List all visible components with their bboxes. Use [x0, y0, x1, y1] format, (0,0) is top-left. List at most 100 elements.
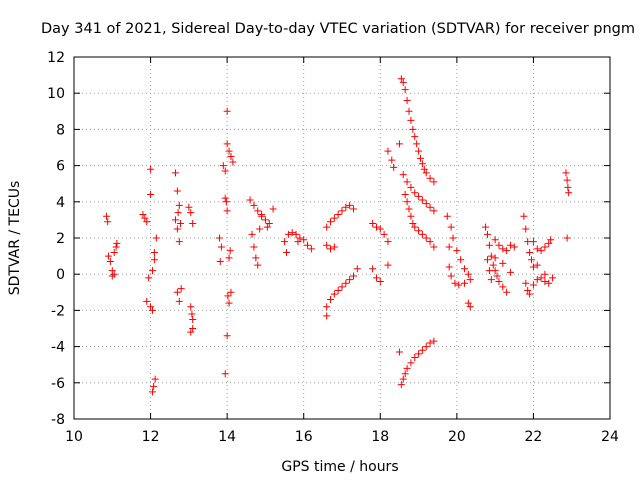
data-point [520, 212, 528, 220]
data-point [464, 299, 472, 307]
data-point [215, 234, 223, 242]
data-point [510, 243, 518, 251]
data-point [227, 153, 235, 161]
data-point [223, 140, 231, 148]
y-tick-label: 6 [56, 159, 65, 175]
data-point [147, 191, 155, 199]
data-point [415, 147, 423, 155]
data-point [537, 274, 545, 282]
data-point [529, 263, 537, 271]
data-point [418, 160, 426, 168]
data-point [263, 223, 271, 231]
data-point [489, 261, 497, 269]
data-point [112, 243, 120, 251]
data-point [222, 198, 230, 206]
data-point [258, 212, 266, 220]
data-point [426, 174, 434, 182]
data-point [418, 346, 426, 354]
data-point [288, 229, 296, 237]
data-point [174, 209, 182, 217]
series-arc-9 [369, 147, 398, 285]
data-point [219, 162, 227, 170]
data-point [151, 375, 159, 383]
data-point [533, 261, 541, 269]
data-point [430, 337, 438, 345]
data-point [403, 198, 411, 206]
data-point [384, 238, 392, 246]
y-tick-label: -4 [51, 340, 65, 356]
data-point [418, 196, 426, 204]
data-point [189, 315, 197, 323]
data-point [327, 218, 335, 226]
data-point [294, 238, 302, 246]
data-point [426, 339, 434, 347]
data-point [103, 212, 111, 220]
data-point [342, 203, 350, 211]
data-point [187, 209, 195, 217]
data-point [110, 270, 118, 278]
data-point [150, 256, 158, 264]
data-point [447, 223, 455, 231]
data-point [143, 297, 151, 305]
data-point [292, 230, 300, 238]
data-point [483, 256, 491, 264]
data-point [254, 207, 262, 215]
x-tick-label: 10 [65, 429, 83, 445]
data-point [487, 252, 495, 260]
data-point [113, 239, 121, 247]
x-tick-label: 14 [218, 429, 236, 445]
data-point [549, 274, 557, 282]
data-point [323, 241, 331, 249]
data-point [282, 248, 290, 256]
data-point [482, 223, 490, 231]
data-point [395, 348, 403, 356]
data-point [503, 247, 511, 255]
data-point [418, 230, 426, 238]
data-point [491, 236, 499, 244]
data-point [221, 194, 229, 202]
y-tick-label: 4 [56, 195, 65, 211]
y-tick-label: -6 [51, 376, 65, 392]
data-point [349, 205, 357, 213]
data-point [342, 279, 350, 287]
data-point [506, 268, 514, 276]
data-point [143, 218, 151, 226]
data-point [447, 272, 455, 280]
data-point [403, 178, 411, 186]
data-point [372, 223, 380, 231]
data-point [565, 189, 573, 197]
series-arc-11 [399, 171, 438, 251]
data-point [483, 230, 491, 238]
data-point [397, 381, 405, 389]
data-point [547, 236, 555, 244]
data-point [148, 388, 156, 396]
data-point [397, 75, 405, 83]
data-point [401, 370, 409, 378]
y-tick-label: 2 [56, 231, 65, 247]
data-point [284, 230, 292, 238]
data-point [353, 265, 361, 273]
series-arc-12 [395, 337, 438, 389]
x-tick-label: 16 [295, 429, 313, 445]
data-point [269, 205, 277, 213]
data-point [307, 245, 315, 253]
data-point [415, 192, 423, 200]
data-point [526, 290, 534, 298]
data-point [376, 225, 384, 233]
data-point [411, 353, 419, 361]
data-point [177, 285, 185, 293]
y-axis-label: SDTVAR / TECUs [7, 181, 23, 296]
x-tick-label: 24 [601, 429, 619, 445]
data-point [403, 96, 411, 104]
data-point [223, 107, 231, 115]
data-point [175, 201, 183, 209]
data-point [216, 258, 224, 266]
data-point [256, 225, 264, 233]
data-point [176, 220, 184, 228]
data-point [545, 279, 553, 287]
data-point [430, 207, 438, 215]
y-tick-label: 0 [56, 267, 65, 283]
gridlines [74, 57, 610, 419]
data-point [173, 187, 181, 195]
data-point [388, 156, 396, 164]
